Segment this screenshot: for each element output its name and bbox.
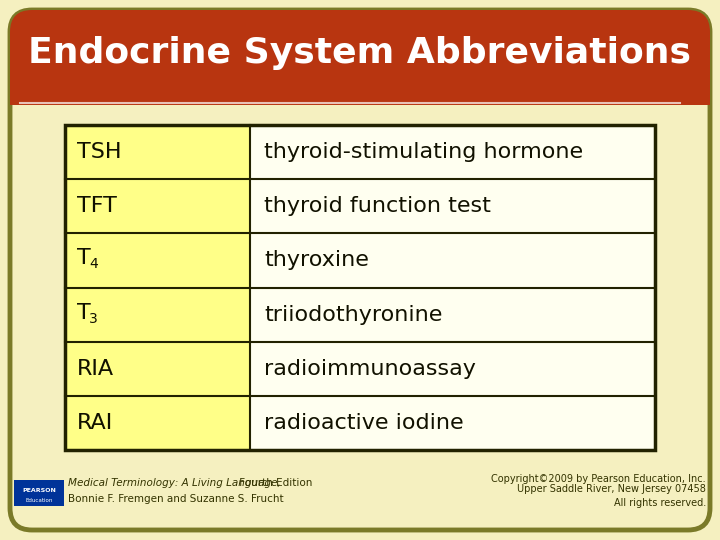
Text: PEARSON: PEARSON [22,489,56,494]
Text: 4: 4 [89,258,98,272]
Bar [65,233,250,287]
Text: thyroxine: thyroxine [264,251,369,271]
Text: TFT: TFT [77,196,117,216]
Text: radioactive iodine: radioactive iodine [264,413,464,433]
Text: Upper Saddle River, New Jersey 07458: Upper Saddle River, New Jersey 07458 [517,484,706,494]
Text: T: T [77,248,91,268]
Text: Fourth Edition: Fourth Edition [236,478,312,488]
Text: Education: Education [25,497,53,503]
Text: Medical Terminology: A Living Language,: Medical Terminology: A Living Language, [68,478,281,488]
Bar [65,125,250,179]
Bar [250,396,655,450]
Text: RAI: RAI [77,413,113,433]
Text: 3: 3 [89,312,98,326]
Bar [250,342,655,396]
Text: triiodothyronine: triiodothyronine [264,305,442,325]
Bar [250,179,655,233]
Bar [65,396,250,450]
Bar [250,125,655,179]
Bar [10,83,710,105]
Text: TSH: TSH [77,142,122,162]
Text: thyroid function test: thyroid function test [264,196,491,216]
Bar [250,233,655,287]
Text: All rights reserved.: All rights reserved. [613,498,706,508]
Text: T: T [77,302,91,322]
FancyBboxPatch shape [10,10,710,105]
Bar [65,342,250,396]
Bar [65,179,250,233]
FancyBboxPatch shape [10,10,710,530]
Text: radioimmunoassay: radioimmunoassay [264,359,476,379]
Bar [14,480,64,506]
Text: thyroid-stimulating hormone: thyroid-stimulating hormone [264,142,583,162]
Bar [65,125,655,450]
Text: RIA: RIA [77,359,114,379]
Bar [65,287,250,342]
Text: Copyright©2009 by Pearson Education, Inc.: Copyright©2009 by Pearson Education, Inc… [491,474,706,484]
Text: Endocrine System Abbreviations: Endocrine System Abbreviations [28,36,691,70]
Bar [250,287,655,342]
Text: Bonnie F. Fremgen and Suzanne S. Frucht: Bonnie F. Fremgen and Suzanne S. Frucht [68,494,284,504]
